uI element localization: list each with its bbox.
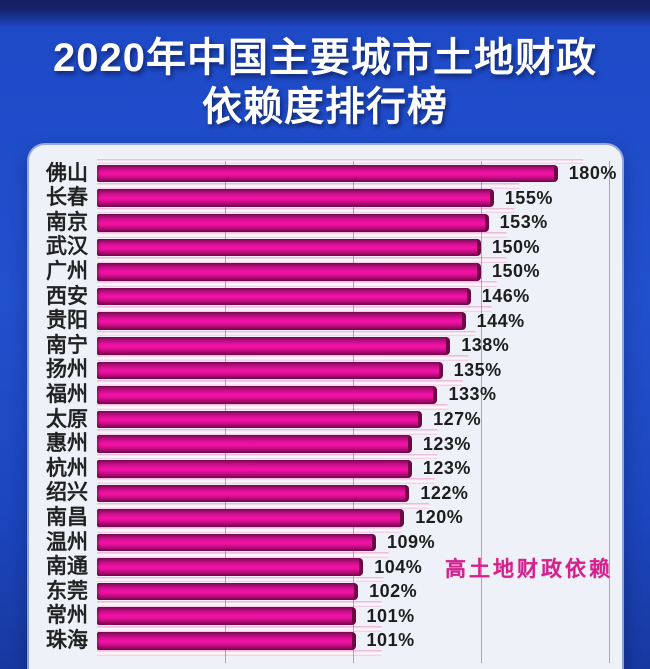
city-label: 太原 bbox=[46, 407, 88, 431]
bar bbox=[97, 632, 356, 650]
bar-row: 杭州 123% bbox=[29, 453, 622, 480]
city-label: 杭州 bbox=[46, 456, 88, 480]
value-label: 109% bbox=[387, 532, 436, 552]
page-title-line1: 2020年中国主要城市土地财政 bbox=[53, 36, 597, 80]
city-label: 长春 bbox=[46, 186, 88, 210]
value-label: 150% bbox=[492, 261, 541, 282]
bar bbox=[97, 435, 412, 453]
gridline-150pct bbox=[481, 161, 482, 663]
bar-row: 佛山 180% bbox=[29, 158, 622, 185]
row-gap-stripe bbox=[97, 649, 382, 656]
value-label: 133% bbox=[448, 384, 497, 405]
city-label: 南昌 bbox=[46, 505, 88, 529]
value-label: 104% bbox=[374, 556, 423, 577]
bar-row: 广州 150% bbox=[29, 256, 622, 283]
annotation-high-land-finance-dependency: 高土地财政依赖 bbox=[445, 558, 613, 581]
value-label: 155% bbox=[504, 187, 553, 208]
bar-row: 绍兴 122% bbox=[29, 478, 622, 503]
bar-row: 温州 109% bbox=[29, 527, 622, 554]
value-label: 180% bbox=[568, 163, 617, 184]
city-label: 惠州 bbox=[46, 432, 88, 456]
city-label: 温州 bbox=[46, 530, 88, 554]
bar bbox=[97, 484, 410, 503]
page-title: 2020年中国主要城市土地财政 依赖度排行榜 bbox=[0, 34, 650, 132]
city-label: 绍兴 bbox=[46, 481, 88, 505]
city-label: 西安 bbox=[46, 284, 88, 308]
city-label: 福州 bbox=[46, 382, 88, 406]
bar bbox=[97, 386, 438, 404]
value-label: 138% bbox=[461, 335, 510, 356]
value-label: 123% bbox=[422, 458, 471, 479]
bar-row: 惠州 123% bbox=[29, 429, 622, 454]
bar bbox=[97, 287, 471, 306]
value-label: 146% bbox=[481, 286, 530, 307]
bar bbox=[97, 312, 466, 330]
bar bbox=[97, 336, 451, 355]
value-label: 153% bbox=[499, 212, 548, 233]
bar bbox=[97, 213, 489, 232]
bar-rows: 佛山 180% 长春 155% 南京 153% 武汉 150% 广州 150% … bbox=[29, 158, 622, 656]
value-label: 123% bbox=[422, 433, 471, 454]
bar-row: 太原 127% bbox=[29, 404, 622, 431]
value-label: 144% bbox=[476, 310, 525, 331]
bar-row: 福州 133% bbox=[29, 379, 622, 406]
bar-row: 东莞 102% bbox=[29, 576, 622, 603]
value-label: 120% bbox=[415, 507, 464, 528]
value-label: 127% bbox=[433, 409, 482, 430]
bar bbox=[97, 410, 423, 429]
bar-row: 西安 146% bbox=[29, 281, 622, 308]
page-title-line2: 依赖度排行榜 bbox=[202, 85, 448, 129]
city-label: 佛山 bbox=[46, 161, 88, 185]
bar bbox=[97, 189, 494, 207]
value-label: 122% bbox=[420, 482, 469, 503]
bar bbox=[97, 607, 356, 626]
bar bbox=[97, 263, 481, 281]
city-label: 贵阳 bbox=[46, 309, 88, 333]
city-label: 南通 bbox=[46, 555, 88, 579]
city-label: 南宁 bbox=[46, 333, 88, 357]
bar-row: 南京 153% bbox=[29, 207, 622, 234]
value-label: 101% bbox=[366, 605, 415, 626]
bar bbox=[97, 361, 443, 380]
city-label: 广州 bbox=[46, 259, 88, 283]
chart-panel: 佛山 180% 长春 155% 南京 153% 武汉 150% 广州 150% … bbox=[29, 145, 622, 669]
value-label: 150% bbox=[492, 236, 541, 257]
bar bbox=[97, 582, 359, 601]
city-label: 东莞 bbox=[46, 579, 88, 603]
value-label: 135% bbox=[453, 359, 502, 380]
bar-row: 南通 104% bbox=[29, 551, 622, 579]
city-label: 珠海 bbox=[46, 628, 88, 652]
value-label: 101% bbox=[366, 630, 415, 651]
bar bbox=[97, 459, 412, 478]
bar bbox=[97, 533, 377, 552]
value-label: 102% bbox=[369, 581, 418, 602]
bar-row: 南宁 138% bbox=[29, 330, 622, 357]
bar-row: 长春 155% bbox=[29, 183, 622, 208]
city-label: 扬州 bbox=[46, 358, 88, 382]
bar-row: 武汉 150% bbox=[29, 232, 622, 257]
city-label: 南京 bbox=[46, 210, 88, 234]
bar bbox=[97, 558, 364, 576]
bar-row: 扬州 135% bbox=[29, 355, 622, 380]
bar bbox=[97, 509, 405, 527]
gridline-200pct bbox=[609, 161, 610, 663]
bar-row: 贵阳 144% bbox=[29, 306, 622, 331]
city-label: 武汉 bbox=[46, 235, 88, 259]
bar bbox=[97, 164, 558, 183]
bar-row: 常州 101% bbox=[29, 601, 622, 626]
bar bbox=[97, 238, 481, 257]
city-label: 常州 bbox=[46, 604, 88, 628]
bar-row: 南昌 120% bbox=[29, 502, 622, 529]
bar-row: 珠海 101% bbox=[29, 625, 622, 652]
